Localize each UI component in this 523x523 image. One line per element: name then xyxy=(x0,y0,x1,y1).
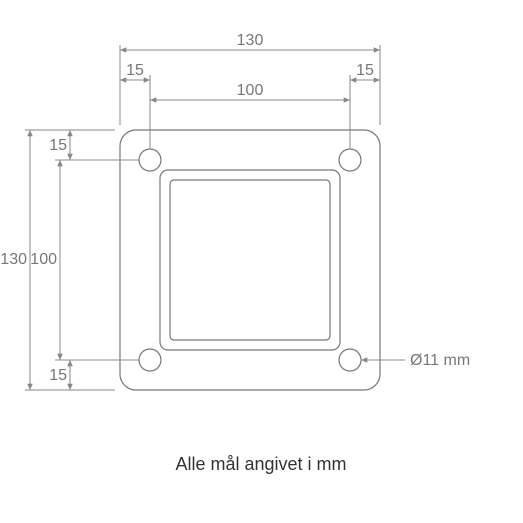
hole-bottom-left xyxy=(139,349,161,371)
plate-outline xyxy=(120,130,380,390)
hole-top-left xyxy=(139,149,161,171)
hole-top-right xyxy=(339,149,361,171)
hole-bottom-right xyxy=(339,349,361,371)
dim-top-left-gap: 15 xyxy=(126,62,144,79)
units-caption: Alle mål angivet i mm xyxy=(175,454,346,474)
dim-top-right-gap: 15 xyxy=(356,62,374,79)
dim-left-bottom-gap: 15 xyxy=(49,367,67,384)
dim-top-inner: 100 xyxy=(237,82,264,99)
boss-outer xyxy=(160,170,340,350)
dim-left-top-gap: 15 xyxy=(49,137,67,154)
dim-left-outer: 130 xyxy=(0,251,27,268)
hole-callout: Ø11 mm xyxy=(410,352,470,369)
dim-left-inner: 100 xyxy=(30,251,57,268)
dim-top-outer: 130 xyxy=(237,32,264,49)
boss-inner xyxy=(170,180,330,340)
